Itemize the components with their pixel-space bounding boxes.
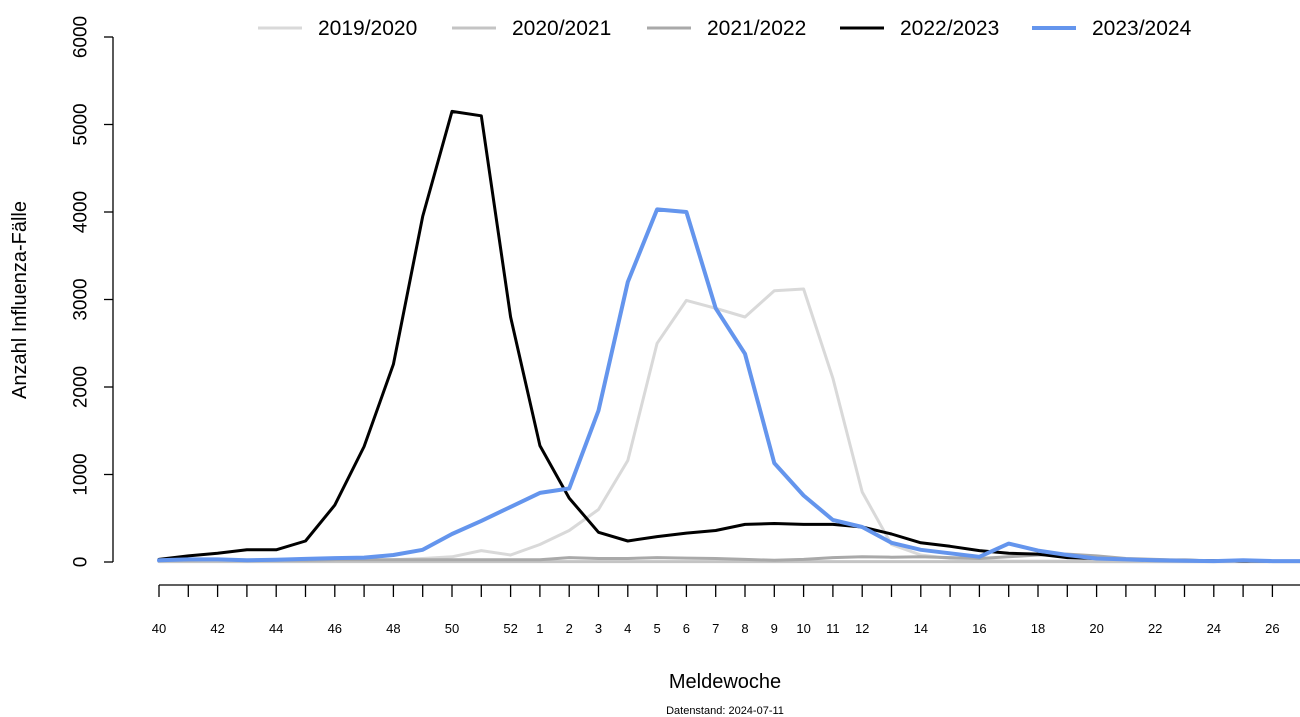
x-tick-label: 7 — [712, 621, 719, 636]
legend-label: 2020/2021 — [512, 17, 611, 40]
x-tick-label: 18 — [1031, 621, 1045, 636]
y-tick-label: 3000 — [71, 278, 92, 320]
x-tick-label: 44 — [269, 621, 283, 636]
x-tick-label: 6 — [683, 621, 690, 636]
x-tick-label: 5 — [653, 621, 660, 636]
x-tick-label: 26 — [1265, 621, 1279, 636]
y-tick-label: 4000 — [71, 191, 92, 233]
x-tick-label: 20 — [1089, 621, 1103, 636]
y-tick-label: 5000 — [71, 103, 92, 145]
x-tick-label: 24 — [1207, 621, 1221, 636]
x-tick-label: 10 — [796, 621, 810, 636]
x-tick-label: 8 — [741, 621, 748, 636]
x-tick-label: 40 — [152, 621, 166, 636]
y-axis: 0 1000 2000 3000 4000 5000 6000 — [71, 16, 113, 567]
series-line-2023-2024 — [159, 209, 1300, 561]
y-tick-label: 0 — [71, 557, 92, 568]
x-tick-label: 2 — [566, 621, 573, 636]
x-tick-label: 46 — [328, 621, 342, 636]
legend-label: 2022/2023 — [900, 17, 999, 40]
legend-label: 2021/2022 — [707, 17, 806, 40]
x-axis: 40 42 44 46 48 50 52 1 2 3 4 5 6 7 8 9 10 11 12 14 16 18 20 22 2… — [152, 585, 1300, 636]
y-tick-label: 1000 — [71, 453, 92, 495]
y-axis-title: Anzahl Influenza-Fälle — [9, 201, 31, 399]
series-line-2022-2023 — [159, 111, 1300, 561]
data-status-caption: Datenstand: 2024-07-11 — [666, 705, 784, 717]
y-tick-label: 2000 — [71, 366, 92, 408]
x-tick-label: 48 — [386, 621, 400, 636]
x-tick-label: 22 — [1148, 621, 1162, 636]
x-tick-label: 4 — [624, 621, 631, 636]
legend: 2019/2020 2020/2021 2021/2022 2022/2023 2023… — [258, 17, 1192, 40]
series-layer — [159, 111, 1300, 561]
y-tick-label: 6000 — [71, 16, 92, 58]
x-tick-label: 1 — [536, 621, 543, 636]
legend-label: 2023/2024 — [1092, 17, 1192, 40]
x-tick-label: 14 — [914, 621, 928, 636]
x-tick-label: 52 — [503, 621, 517, 636]
x-axis-title: Meldewoche — [669, 671, 781, 693]
x-tick-label: 9 — [771, 621, 778, 636]
x-tick-label: 11 — [826, 621, 840, 636]
x-tick-label: 3 — [595, 621, 602, 636]
legend-label: 2019/2020 — [318, 17, 417, 40]
x-tick-label: 16 — [972, 621, 986, 636]
x-tick-label: 50 — [445, 621, 459, 636]
x-tick-label: 42 — [210, 621, 224, 636]
x-tick-label: 12 — [855, 621, 869, 636]
